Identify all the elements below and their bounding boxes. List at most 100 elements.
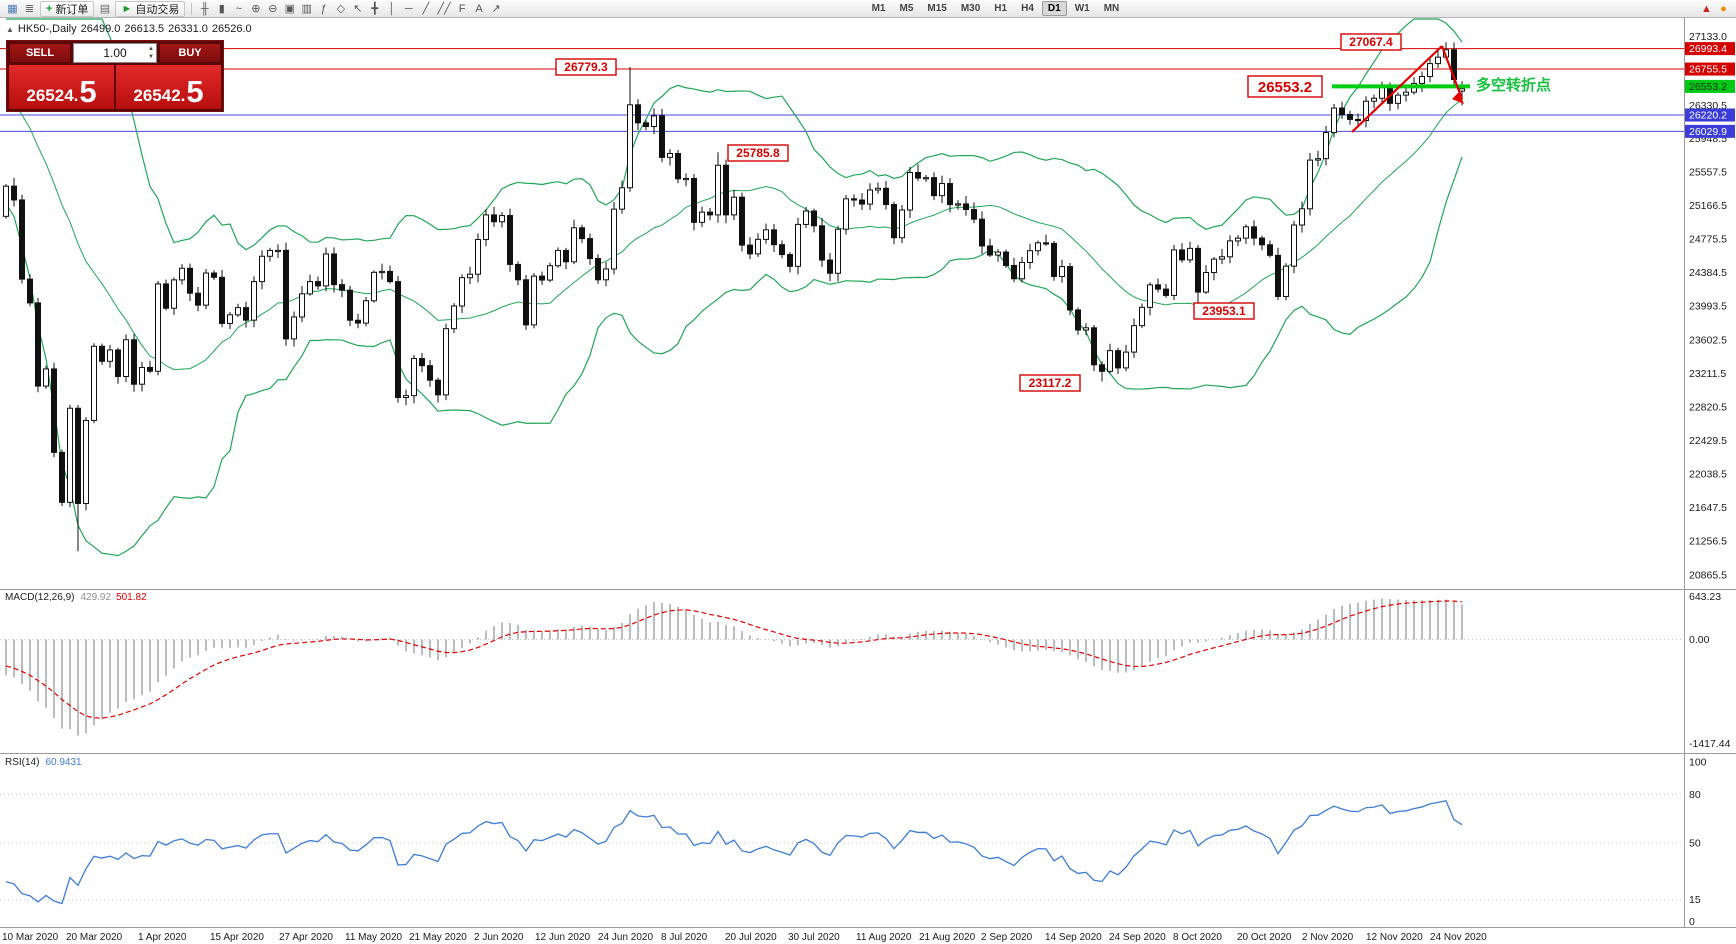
svg-text:20 Jul 2020: 20 Jul 2020 bbox=[725, 932, 777, 943]
timeframe-m1[interactable]: M1 bbox=[871, 3, 886, 14]
chart-symbol-header: ▲ HK50-,Daily 26499.0 26613.5 26331.0 26526.0 bbox=[6, 23, 256, 35]
svg-text:26553.2: 26553.2 bbox=[1258, 79, 1312, 96]
svg-text:30 Jul 2020: 30 Jul 2020 bbox=[788, 932, 840, 943]
time-axis[interactable]: 10 Mar 2020 20 Mar 2020 1 Apr 2020 15 Apr 2… bbox=[2, 932, 1487, 943]
svg-text:8 Oct 2020: 8 Oct 2020 bbox=[1173, 932, 1222, 943]
autotrading-label: 自动交易 bbox=[135, 3, 180, 16]
svg-text:20 Mar 2020: 20 Mar 2020 bbox=[66, 932, 123, 943]
zoom-out-icon[interactable]: ⊖ bbox=[268, 3, 278, 15]
axis-price-label-26993.4 bbox=[1685, 42, 1735, 56]
trend-line-2[interactable] bbox=[1440, 45, 1464, 100]
bollinger-lower-band bbox=[5, 156, 1463, 557]
svg-text:23211.5: 23211.5 bbox=[1689, 368, 1726, 380]
rsi-axis: 100 80 50 15 0 bbox=[1689, 757, 1707, 929]
ohlc-open: 26499.0 bbox=[80, 23, 121, 35]
trend-line-1[interactable] bbox=[1351, 45, 1443, 133]
bid-price[interactable]: 26524. 5 bbox=[9, 65, 114, 109]
vertical-line-icon[interactable]: │ bbox=[388, 2, 396, 15]
svg-text:27133.0: 27133.0 bbox=[1689, 31, 1727, 43]
price-annotation-27067.4[interactable] bbox=[1340, 33, 1402, 51]
price-annotation-23953.1[interactable] bbox=[1193, 302, 1255, 320]
svg-text:26993.4: 26993.4 bbox=[1689, 43, 1727, 55]
fibonacci-icon[interactable]: F bbox=[458, 2, 466, 15]
macd-panel[interactable] bbox=[0, 590, 1684, 750]
axis-price-label-26553.2 bbox=[1685, 79, 1735, 93]
market-watch-icon[interactable]: ≣ bbox=[24, 3, 35, 15]
svg-text:2 Nov 2020: 2 Nov 2020 bbox=[1302, 932, 1354, 943]
svg-text:0: 0 bbox=[1689, 916, 1695, 928]
buy-button[interactable]: BUY bbox=[159, 43, 221, 63]
svg-text:27 Apr 2020: 27 Apr 2020 bbox=[279, 932, 333, 943]
data-window-icon[interactable]: ▤ bbox=[99, 3, 111, 15]
svg-text:25785.8: 25785.8 bbox=[736, 146, 780, 160]
alert-icon[interactable]: ▲ bbox=[1701, 2, 1712, 15]
macd-value: 429.92 bbox=[80, 592, 112, 603]
svg-text:23953.1: 23953.1 bbox=[1202, 304, 1246, 318]
svg-text:22429.5: 22429.5 bbox=[1689, 435, 1727, 447]
tile-windows-icon[interactable]: ▣ bbox=[284, 3, 296, 15]
timeframe-m5[interactable]: M5 bbox=[899, 3, 914, 14]
svg-text:20865.5: 20865.5 bbox=[1689, 569, 1727, 581]
svg-text:-1417.44: -1417.44 bbox=[1689, 738, 1731, 750]
channel-icon[interactable]: ╱╱ bbox=[437, 3, 451, 15]
bar-chart-icon[interactable]: ╫ bbox=[200, 2, 209, 15]
sell-button[interactable]: SELL bbox=[9, 43, 71, 63]
turning-point-note[interactable]: 多空转折点 bbox=[1476, 76, 1551, 94]
zoom-in-icon[interactable]: ⊕ bbox=[251, 3, 261, 15]
price-annotation-23117.2[interactable] bbox=[1019, 374, 1081, 392]
svg-text:21647.5: 21647.5 bbox=[1689, 502, 1727, 514]
community-icon[interactable]: ● bbox=[1720, 2, 1727, 15]
price-annotation-26779.3[interactable] bbox=[555, 58, 617, 76]
macd-histogram bbox=[5, 598, 1463, 736]
cursor-icon[interactable]: ↖ bbox=[353, 3, 363, 15]
ask-price[interactable]: 26542. 5 bbox=[116, 65, 221, 109]
svg-text:21 May 2020: 21 May 2020 bbox=[409, 932, 467, 943]
volume-value[interactable]: 1.00 bbox=[103, 46, 127, 60]
candlestick-chart-icon[interactable]: ▮ bbox=[218, 3, 225, 15]
timeframe-h4[interactable]: H4 bbox=[1021, 3, 1034, 14]
timeframe-m30[interactable]: M30 bbox=[960, 3, 981, 14]
text-icon[interactable]: A bbox=[475, 2, 483, 15]
trendline-icon[interactable]: ╱ bbox=[422, 3, 430, 15]
svg-text:24384.5: 24384.5 bbox=[1689, 267, 1727, 279]
price-annotation-26553.2[interactable] bbox=[1247, 75, 1323, 98]
timeframe-d1[interactable]: D1 bbox=[1041, 1, 1067, 16]
indicators-icon[interactable]: ƒ bbox=[320, 2, 327, 15]
timeframe-mn[interactable]: MN bbox=[1103, 3, 1120, 14]
crosshair-icon[interactable]: ╋ bbox=[371, 3, 379, 15]
timeframe-w1[interactable]: W1 bbox=[1074, 3, 1090, 14]
objects-list-icon[interactable]: ◇ bbox=[336, 3, 346, 15]
volume-input[interactable]: 1.00 ▲ ▼ bbox=[73, 43, 157, 63]
svg-text:15: 15 bbox=[1689, 894, 1701, 906]
svg-text:23993.5: 23993.5 bbox=[1689, 301, 1727, 313]
annotations: 27067.4 26779.3 26553.2 25785.8 23953.1 23117… bbox=[555, 33, 1551, 392]
svg-text:50: 50 bbox=[1689, 838, 1701, 850]
svg-text:22038.5: 22038.5 bbox=[1689, 469, 1727, 481]
new-chart-icon[interactable]: ▦ bbox=[7, 3, 18, 15]
svg-text:10 Mar 2020: 10 Mar 2020 bbox=[2, 932, 59, 943]
svg-text:26220.2: 26220.2 bbox=[1689, 110, 1727, 122]
rsi-line bbox=[5, 799, 1463, 905]
autotrading-button[interactable]: ► 自动交易 bbox=[115, 0, 186, 17]
svg-text:12 Nov 2020: 12 Nov 2020 bbox=[1366, 932, 1423, 943]
timeframe-m15[interactable]: M15 bbox=[927, 3, 947, 14]
svg-text:24 Nov 2020: 24 Nov 2020 bbox=[1430, 932, 1487, 943]
ohlc-low: 26331.0 bbox=[168, 23, 208, 35]
ohlc-close: 26526.0 bbox=[211, 23, 252, 35]
one-click-toggle-icon[interactable]: ▲ bbox=[6, 25, 14, 34]
line-chart-icon[interactable]: ~ bbox=[235, 2, 243, 15]
svg-text:23117.2: 23117.2 bbox=[1029, 376, 1072, 390]
svg-text:21 Aug 2020: 21 Aug 2020 bbox=[919, 932, 976, 943]
cascade-windows-icon[interactable]: ▥ bbox=[301, 3, 313, 15]
timeframe-h1[interactable]: H1 bbox=[994, 3, 1008, 14]
horizontal-line-icon[interactable]: ─ bbox=[404, 2, 413, 15]
candlestick-series bbox=[3, 42, 1465, 552]
svg-text:24 Jun 2020: 24 Jun 2020 bbox=[598, 932, 653, 943]
new-order-button[interactable]: + 新订单 bbox=[40, 0, 95, 17]
volume-spinner-arrows[interactable]: ▲ ▼ bbox=[148, 46, 154, 60]
price-annotation-25785.8[interactable] bbox=[727, 144, 789, 162]
arrow-tool-icon[interactable]: ↗ bbox=[491, 3, 501, 15]
sell-arrow-marker[interactable] bbox=[1452, 92, 1464, 104]
